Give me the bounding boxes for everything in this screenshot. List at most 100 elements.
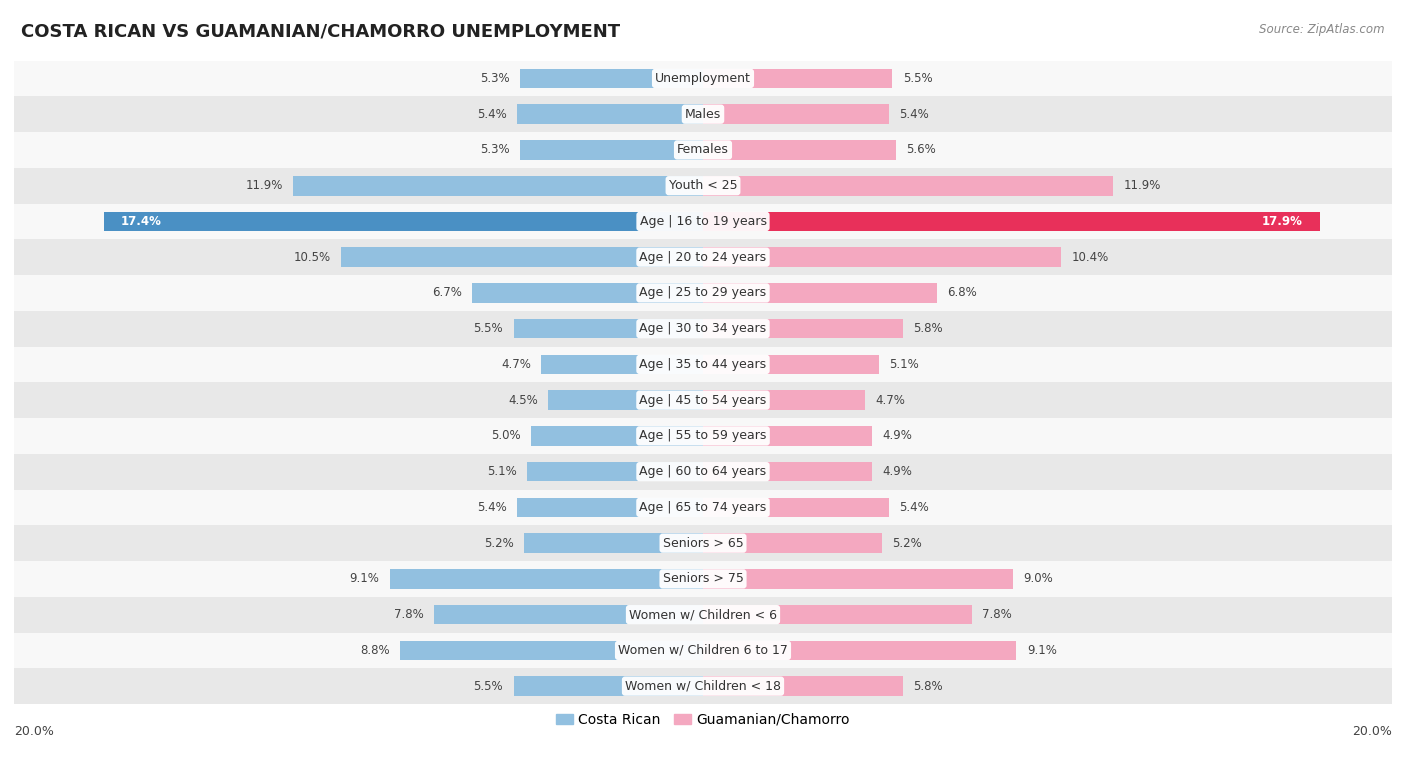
Bar: [14, 61, 1392, 96]
Text: 17.4%: 17.4%: [121, 215, 162, 228]
Bar: [703, 640, 1017, 660]
Text: 11.9%: 11.9%: [1123, 179, 1160, 192]
Bar: [14, 490, 1392, 525]
Text: 5.2%: 5.2%: [893, 537, 922, 550]
Bar: [342, 248, 703, 267]
Text: 6.7%: 6.7%: [432, 286, 461, 300]
Bar: [517, 497, 703, 517]
Bar: [104, 212, 703, 231]
Text: 5.8%: 5.8%: [912, 322, 943, 335]
Text: Unemployment: Unemployment: [655, 72, 751, 85]
Text: Age | 65 to 74 years: Age | 65 to 74 years: [640, 501, 766, 514]
Text: 4.7%: 4.7%: [501, 358, 531, 371]
Bar: [703, 176, 1114, 195]
Bar: [548, 391, 703, 410]
Text: 11.9%: 11.9%: [246, 179, 283, 192]
Bar: [14, 204, 1392, 239]
Text: 20.0%: 20.0%: [14, 725, 53, 739]
Bar: [527, 462, 703, 481]
Text: 5.0%: 5.0%: [491, 429, 520, 442]
Legend: Costa Rican, Guamanian/Chamorro: Costa Rican, Guamanian/Chamorro: [550, 707, 856, 733]
Bar: [531, 426, 703, 446]
Text: Youth < 25: Youth < 25: [669, 179, 737, 192]
Bar: [472, 283, 703, 303]
Bar: [541, 354, 703, 374]
Bar: [14, 239, 1392, 275]
Text: 4.5%: 4.5%: [508, 394, 537, 407]
Bar: [14, 168, 1392, 204]
Bar: [14, 668, 1392, 704]
Text: Age | 35 to 44 years: Age | 35 to 44 years: [640, 358, 766, 371]
Bar: [703, 462, 872, 481]
Text: 9.1%: 9.1%: [1026, 644, 1057, 657]
Bar: [14, 311, 1392, 347]
Bar: [517, 104, 703, 124]
Bar: [292, 176, 703, 195]
Bar: [703, 212, 1320, 231]
Text: 4.9%: 4.9%: [882, 429, 912, 442]
Bar: [513, 676, 703, 696]
Text: 20.0%: 20.0%: [1353, 725, 1392, 739]
Bar: [703, 676, 903, 696]
Text: Females: Females: [678, 143, 728, 157]
Text: Seniors > 65: Seniors > 65: [662, 537, 744, 550]
Bar: [703, 319, 903, 338]
Text: 10.5%: 10.5%: [294, 251, 330, 263]
Text: 5.4%: 5.4%: [477, 501, 506, 514]
Text: 8.8%: 8.8%: [360, 644, 389, 657]
Text: 9.1%: 9.1%: [349, 572, 380, 585]
Text: Age | 25 to 29 years: Age | 25 to 29 years: [640, 286, 766, 300]
Bar: [703, 569, 1012, 589]
Bar: [703, 248, 1062, 267]
Text: 9.0%: 9.0%: [1024, 572, 1053, 585]
Text: 17.9%: 17.9%: [1261, 215, 1302, 228]
Text: Women w/ Children < 6: Women w/ Children < 6: [628, 608, 778, 621]
Bar: [14, 347, 1392, 382]
Bar: [520, 69, 703, 89]
Bar: [14, 382, 1392, 418]
Text: 5.5%: 5.5%: [474, 680, 503, 693]
Text: 4.9%: 4.9%: [882, 465, 912, 478]
Bar: [14, 525, 1392, 561]
Text: 5.3%: 5.3%: [481, 143, 510, 157]
Bar: [520, 140, 703, 160]
Text: 4.7%: 4.7%: [875, 394, 905, 407]
Text: Age | 55 to 59 years: Age | 55 to 59 years: [640, 429, 766, 442]
Bar: [14, 453, 1392, 490]
Text: 5.5%: 5.5%: [474, 322, 503, 335]
Bar: [703, 391, 865, 410]
Bar: [14, 561, 1392, 597]
Text: Males: Males: [685, 107, 721, 120]
Text: 5.2%: 5.2%: [484, 537, 513, 550]
Bar: [14, 275, 1392, 311]
Bar: [524, 534, 703, 553]
Text: Age | 16 to 19 years: Age | 16 to 19 years: [640, 215, 766, 228]
Text: 5.1%: 5.1%: [488, 465, 517, 478]
Bar: [14, 132, 1392, 168]
Text: Seniors > 75: Seniors > 75: [662, 572, 744, 585]
Bar: [399, 640, 703, 660]
Text: 10.4%: 10.4%: [1071, 251, 1109, 263]
Bar: [434, 605, 703, 625]
Text: COSTA RICAN VS GUAMANIAN/CHAMORRO UNEMPLOYMENT: COSTA RICAN VS GUAMANIAN/CHAMORRO UNEMPL…: [21, 23, 620, 41]
Text: 5.6%: 5.6%: [907, 143, 936, 157]
Text: Age | 60 to 64 years: Age | 60 to 64 years: [640, 465, 766, 478]
Text: 5.8%: 5.8%: [912, 680, 943, 693]
Bar: [14, 633, 1392, 668]
Bar: [14, 96, 1392, 132]
Bar: [389, 569, 703, 589]
Text: 5.5%: 5.5%: [903, 72, 932, 85]
Bar: [14, 597, 1392, 633]
Text: Women w/ Children 6 to 17: Women w/ Children 6 to 17: [619, 644, 787, 657]
Bar: [703, 534, 882, 553]
Text: Age | 30 to 34 years: Age | 30 to 34 years: [640, 322, 766, 335]
Bar: [703, 354, 879, 374]
Text: 6.8%: 6.8%: [948, 286, 977, 300]
Text: 7.8%: 7.8%: [981, 608, 1012, 621]
Text: Age | 20 to 24 years: Age | 20 to 24 years: [640, 251, 766, 263]
Bar: [703, 497, 889, 517]
Text: 5.4%: 5.4%: [900, 501, 929, 514]
Bar: [513, 319, 703, 338]
Text: 5.1%: 5.1%: [889, 358, 918, 371]
Text: Source: ZipAtlas.com: Source: ZipAtlas.com: [1260, 23, 1385, 36]
